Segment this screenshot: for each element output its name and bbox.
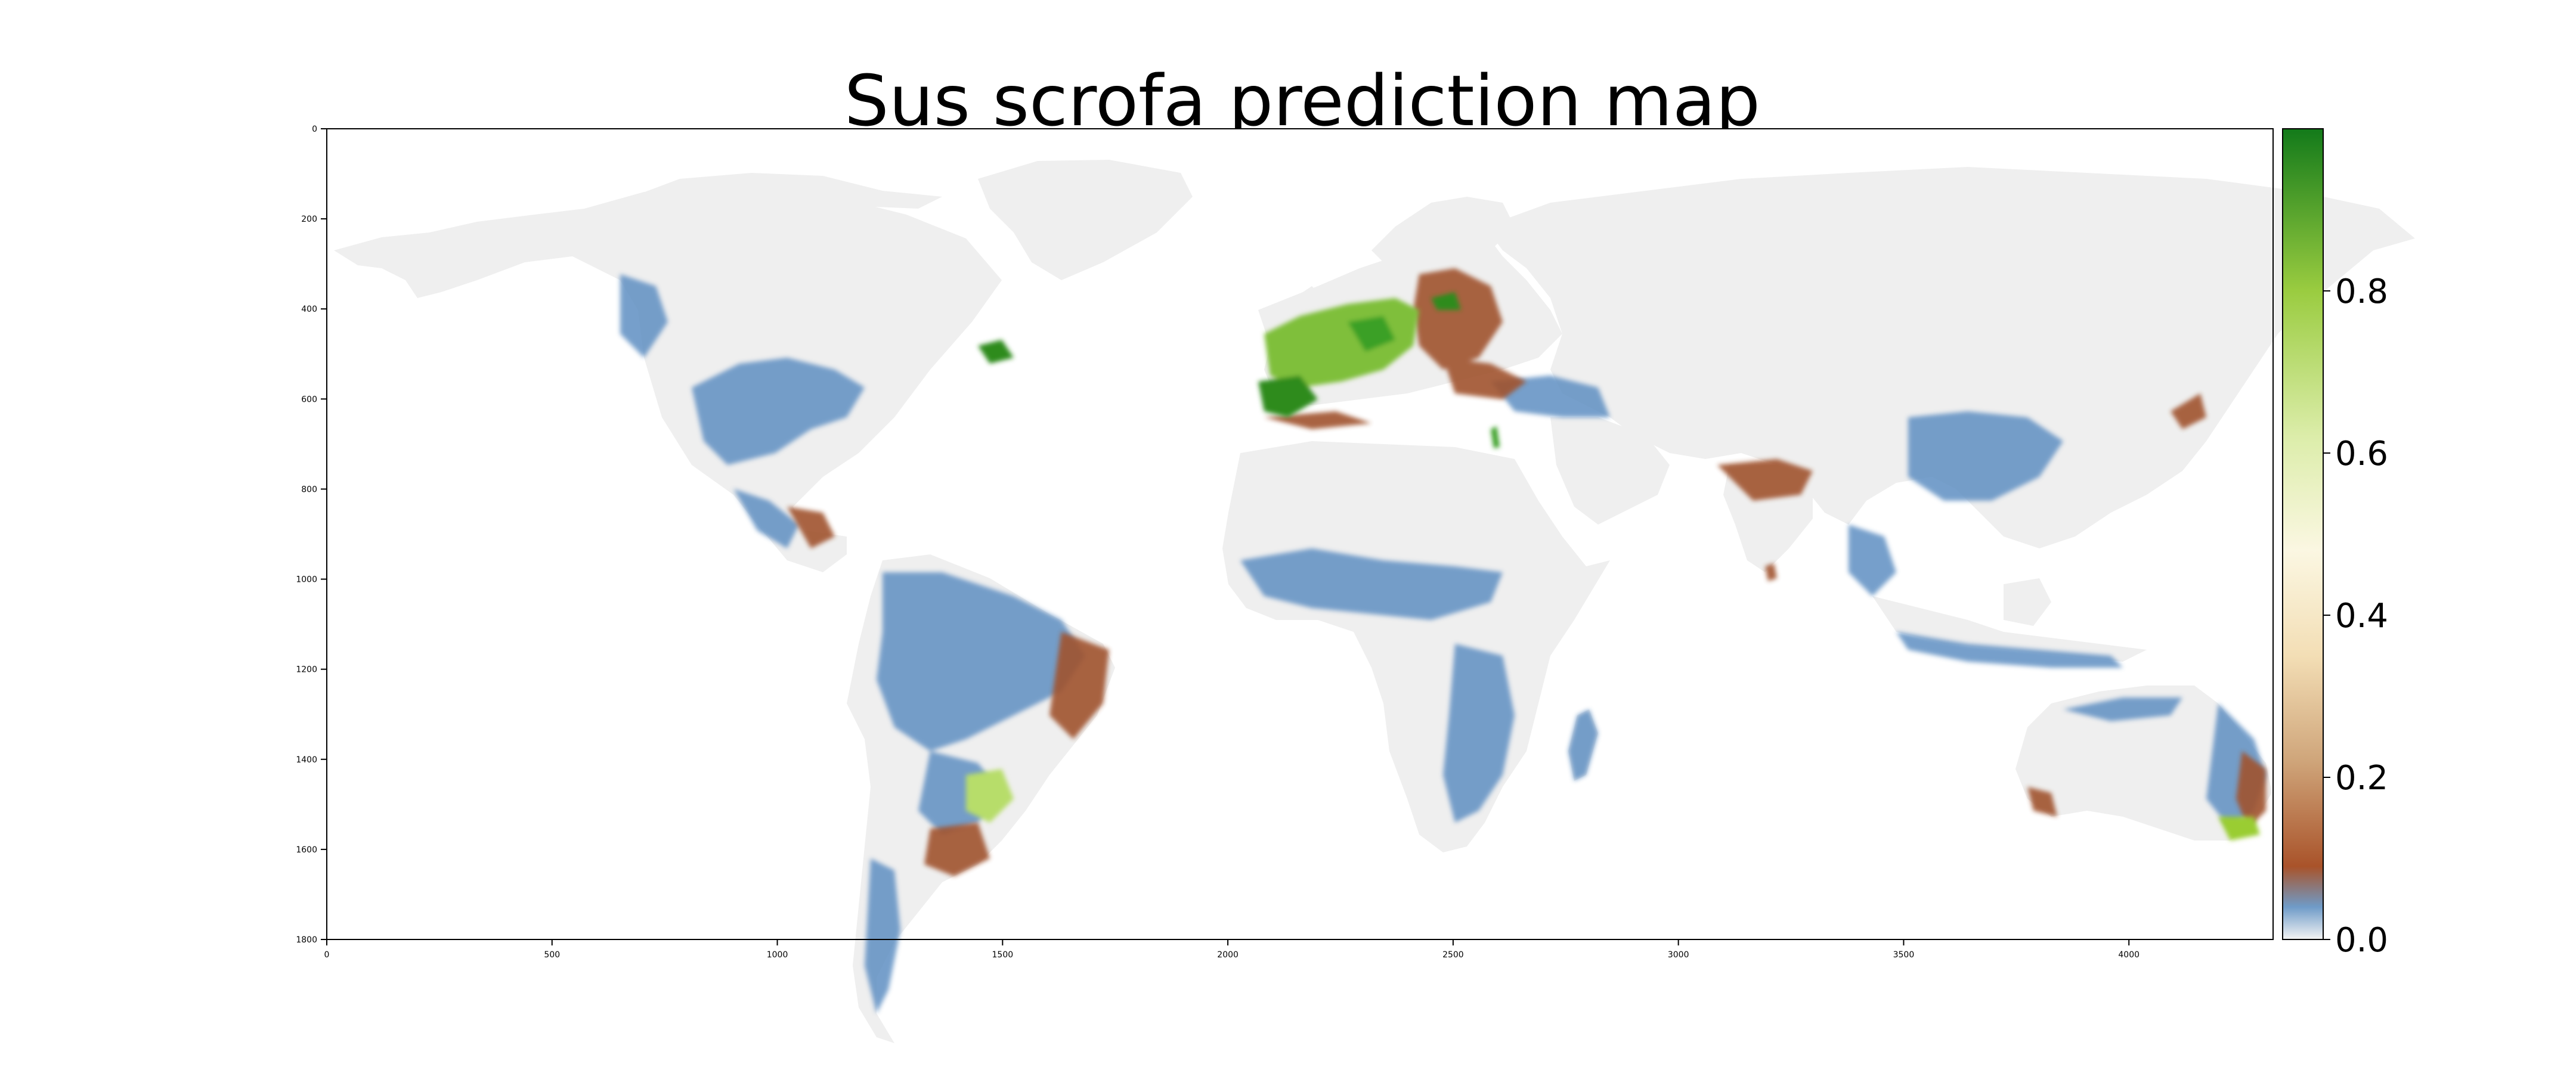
low-sahel xyxy=(1240,548,1503,620)
y-tick-label: 400 xyxy=(301,305,317,314)
colorbar-ticks: 0.0 0.2 0.4 0.6 0.8 xyxy=(2323,272,2388,960)
low-mexico xyxy=(733,489,799,548)
prediction-mid-layer xyxy=(787,268,2266,876)
mid-balkans xyxy=(1443,358,1527,399)
low-se-asia xyxy=(1849,525,1896,596)
y-tick-label: 0 xyxy=(312,125,317,134)
y-tick-label: 1200 xyxy=(296,665,317,675)
prediction-low-layer xyxy=(620,274,2266,1013)
mid-eastern-europe xyxy=(1413,268,1503,370)
x-tick-label: 500 xyxy=(544,950,560,960)
north-america xyxy=(334,188,1002,572)
arctic-islands xyxy=(632,173,942,209)
x-tick-label: 3500 xyxy=(1893,950,1915,960)
mid-sri-lanka xyxy=(1765,563,1777,581)
mid-japan xyxy=(2171,393,2206,429)
africa xyxy=(1222,441,1610,852)
high-iberia-core xyxy=(1258,376,1318,417)
y-tick-label: 200 xyxy=(301,215,317,224)
low-eastern-usa xyxy=(692,358,865,465)
scandinavia xyxy=(1371,197,1515,274)
mid-maghreb xyxy=(1264,411,1371,429)
map-frame xyxy=(326,128,2274,940)
x-tick-label: 1500 xyxy=(992,950,1014,960)
x-tick-label: 4000 xyxy=(2118,950,2140,960)
mid-north-india xyxy=(1717,459,1813,501)
colorbar-frame xyxy=(2282,128,2324,940)
x-tick-label: 2500 xyxy=(1442,950,1464,960)
high-baltic xyxy=(1431,292,1461,310)
colorbar-gradient xyxy=(2283,129,2323,939)
x-tick-label: 1000 xyxy=(767,950,788,960)
colorbar-tick-label: 0.2 xyxy=(2335,759,2388,798)
greenland xyxy=(978,160,1193,280)
colorbar-tick-label: 0.4 xyxy=(2335,597,2388,635)
y-axis: 0 200 400 600 800 1000 1200 1400 1600 1800 xyxy=(296,125,327,945)
mid-argentina xyxy=(924,823,990,876)
low-pacific-nw xyxy=(620,274,668,358)
low-australia-north xyxy=(2063,697,2182,721)
x-tick-label: 0 xyxy=(324,950,330,960)
borneo xyxy=(2004,578,2051,626)
colorbar: 0.0 0.2 0.4 0.6 0.8 xyxy=(2282,128,2388,960)
x-tick-label: 3000 xyxy=(1668,950,1689,960)
high-se-australia xyxy=(2218,817,2260,841)
mid-east-australia xyxy=(2236,751,2266,829)
mid-east-brazil xyxy=(1049,632,1109,739)
mid-mexico-gulf xyxy=(787,507,835,548)
high-israel xyxy=(1491,426,1500,448)
y-tick-label: 1800 xyxy=(296,935,317,945)
low-amazon xyxy=(877,572,1085,751)
se-asia-islands xyxy=(1872,596,2147,662)
x-axis: 0 500 1000 1500 2000 2500 3000 3500 4000 xyxy=(324,939,2140,960)
high-germany-core xyxy=(1348,316,1395,352)
low-madagascar xyxy=(1568,709,1598,781)
low-indonesia xyxy=(1896,632,2123,668)
high-south-brazil xyxy=(966,769,1014,823)
low-china xyxy=(1908,411,2063,501)
arabia xyxy=(1550,417,1670,525)
low-patagonia xyxy=(865,858,900,1013)
y-tick-label: 1600 xyxy=(296,845,317,855)
colorbar-tick-label: 0.0 xyxy=(2335,921,2388,960)
colorbar-tick-label: 0.8 xyxy=(2335,272,2388,311)
y-tick-label: 1400 xyxy=(296,755,317,765)
low-east-africa xyxy=(1443,644,1515,823)
high-newfoundland xyxy=(978,340,1014,364)
mid-sw-australia xyxy=(2027,787,2057,817)
asia xyxy=(1485,167,2415,548)
y-tick-label: 1000 xyxy=(296,575,317,585)
map-plot-area: 0 500 1000 1500 2000 2500 3000 3500 4000 0 200 400… xyxy=(296,125,2415,1043)
x-tick-label: 2000 xyxy=(1217,950,1239,960)
colorbar-tick-label: 0.6 xyxy=(2335,435,2388,473)
y-tick-label: 800 xyxy=(301,485,317,494)
australia xyxy=(2015,686,2272,841)
y-tick-label: 600 xyxy=(301,395,317,404)
